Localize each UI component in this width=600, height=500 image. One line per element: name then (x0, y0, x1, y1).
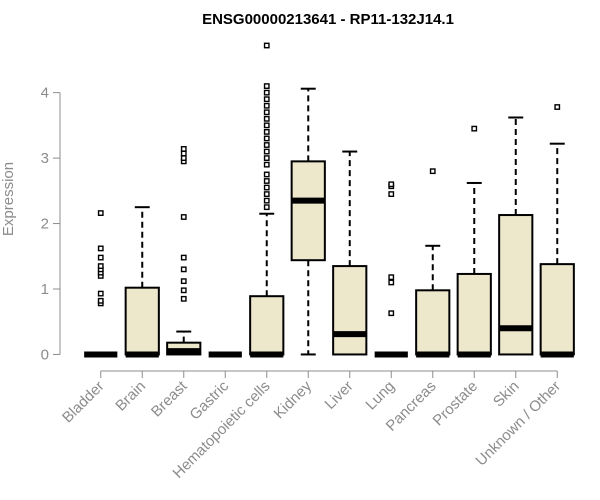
box-iqr (456, 272, 492, 356)
outlier-point (97, 254, 104, 261)
outlier-point (263, 83, 270, 89)
box-unknown-other (539, 104, 575, 358)
outlier-point (263, 171, 270, 178)
x-category-label: Breast (148, 377, 191, 420)
y-tick-label: 3 (41, 150, 49, 167)
outlier-point (97, 210, 104, 216)
outlier-point (263, 89, 270, 96)
outlier-point (97, 290, 104, 297)
outlier-point (263, 155, 270, 161)
box-kidney (290, 87, 326, 356)
outlier-point (263, 197, 270, 204)
outlier-point (180, 266, 187, 273)
outlier-point (263, 115, 270, 122)
outlier-point (263, 204, 270, 211)
outlier-point (180, 146, 187, 152)
outlier-point (263, 102, 270, 109)
outlier-point (263, 129, 270, 135)
box-pancreas (415, 168, 451, 358)
box-liver (332, 150, 368, 356)
x-category-label: Kidney (271, 377, 316, 422)
y-tick-label: 2 (41, 216, 49, 233)
outlier-point (263, 142, 270, 148)
box-iqr (332, 265, 368, 356)
outlier-point (180, 150, 187, 157)
outlier-point (263, 135, 270, 142)
outlier-point (263, 122, 270, 129)
outlier-point (263, 148, 270, 155)
box-bladder (84, 210, 118, 358)
outlier-point (263, 109, 270, 116)
box-iqr (539, 263, 575, 356)
x-category-label: Skin (490, 378, 523, 411)
outlier-point (180, 155, 187, 161)
outlier-point (554, 104, 561, 110)
x-category-label: Bladder (59, 378, 108, 427)
box-lung (374, 181, 408, 358)
outlier-point (388, 191, 395, 197)
outlier-point (180, 295, 187, 302)
outlier-point (180, 214, 187, 220)
outlier-point (388, 181, 395, 188)
box-hematopoietic-cells (249, 42, 285, 358)
outlier-point (263, 161, 270, 168)
x-category-label: Liver (322, 378, 357, 413)
chart-title: ENSG00000213641 - RP11-132J14.1 (202, 11, 454, 28)
outlier-point (263, 191, 270, 197)
outlier-point (97, 297, 104, 304)
y-axis: 0 1 2 3 4 (41, 85, 61, 363)
box-brain (124, 206, 160, 358)
x-category-label: Prostate (430, 378, 482, 430)
outlier-point (180, 278, 187, 285)
box-iqr (124, 286, 160, 356)
outlier-point (388, 310, 395, 317)
box-iqr (290, 160, 326, 262)
outlier-point (429, 168, 436, 175)
box-skin (498, 116, 534, 356)
outlier-point (263, 42, 270, 49)
box-prostate (456, 125, 492, 358)
box-iqr (415, 289, 451, 356)
outlier-point (97, 263, 104, 269)
outlier-point (388, 279, 395, 286)
outlier-point (263, 184, 270, 191)
outlier-point (97, 245, 104, 252)
y-tick-label: 0 (41, 346, 49, 363)
outlier-point (388, 274, 395, 281)
outlier-point (180, 254, 187, 261)
y-tick-label: 4 (41, 85, 49, 102)
outlier-point (471, 125, 478, 132)
x-category-label: Brain (112, 378, 149, 415)
outlier-point (263, 96, 270, 103)
box-iqr (498, 214, 534, 356)
y-axis-label: Expression (0, 162, 17, 236)
boxes-group (84, 42, 575, 358)
y-tick-label: 1 (41, 281, 49, 298)
box-breast (166, 146, 202, 356)
x-category-label: Lung (362, 378, 398, 414)
outlier-point (263, 178, 270, 184)
outlier-point (180, 287, 187, 294)
box-iqr (249, 295, 285, 356)
